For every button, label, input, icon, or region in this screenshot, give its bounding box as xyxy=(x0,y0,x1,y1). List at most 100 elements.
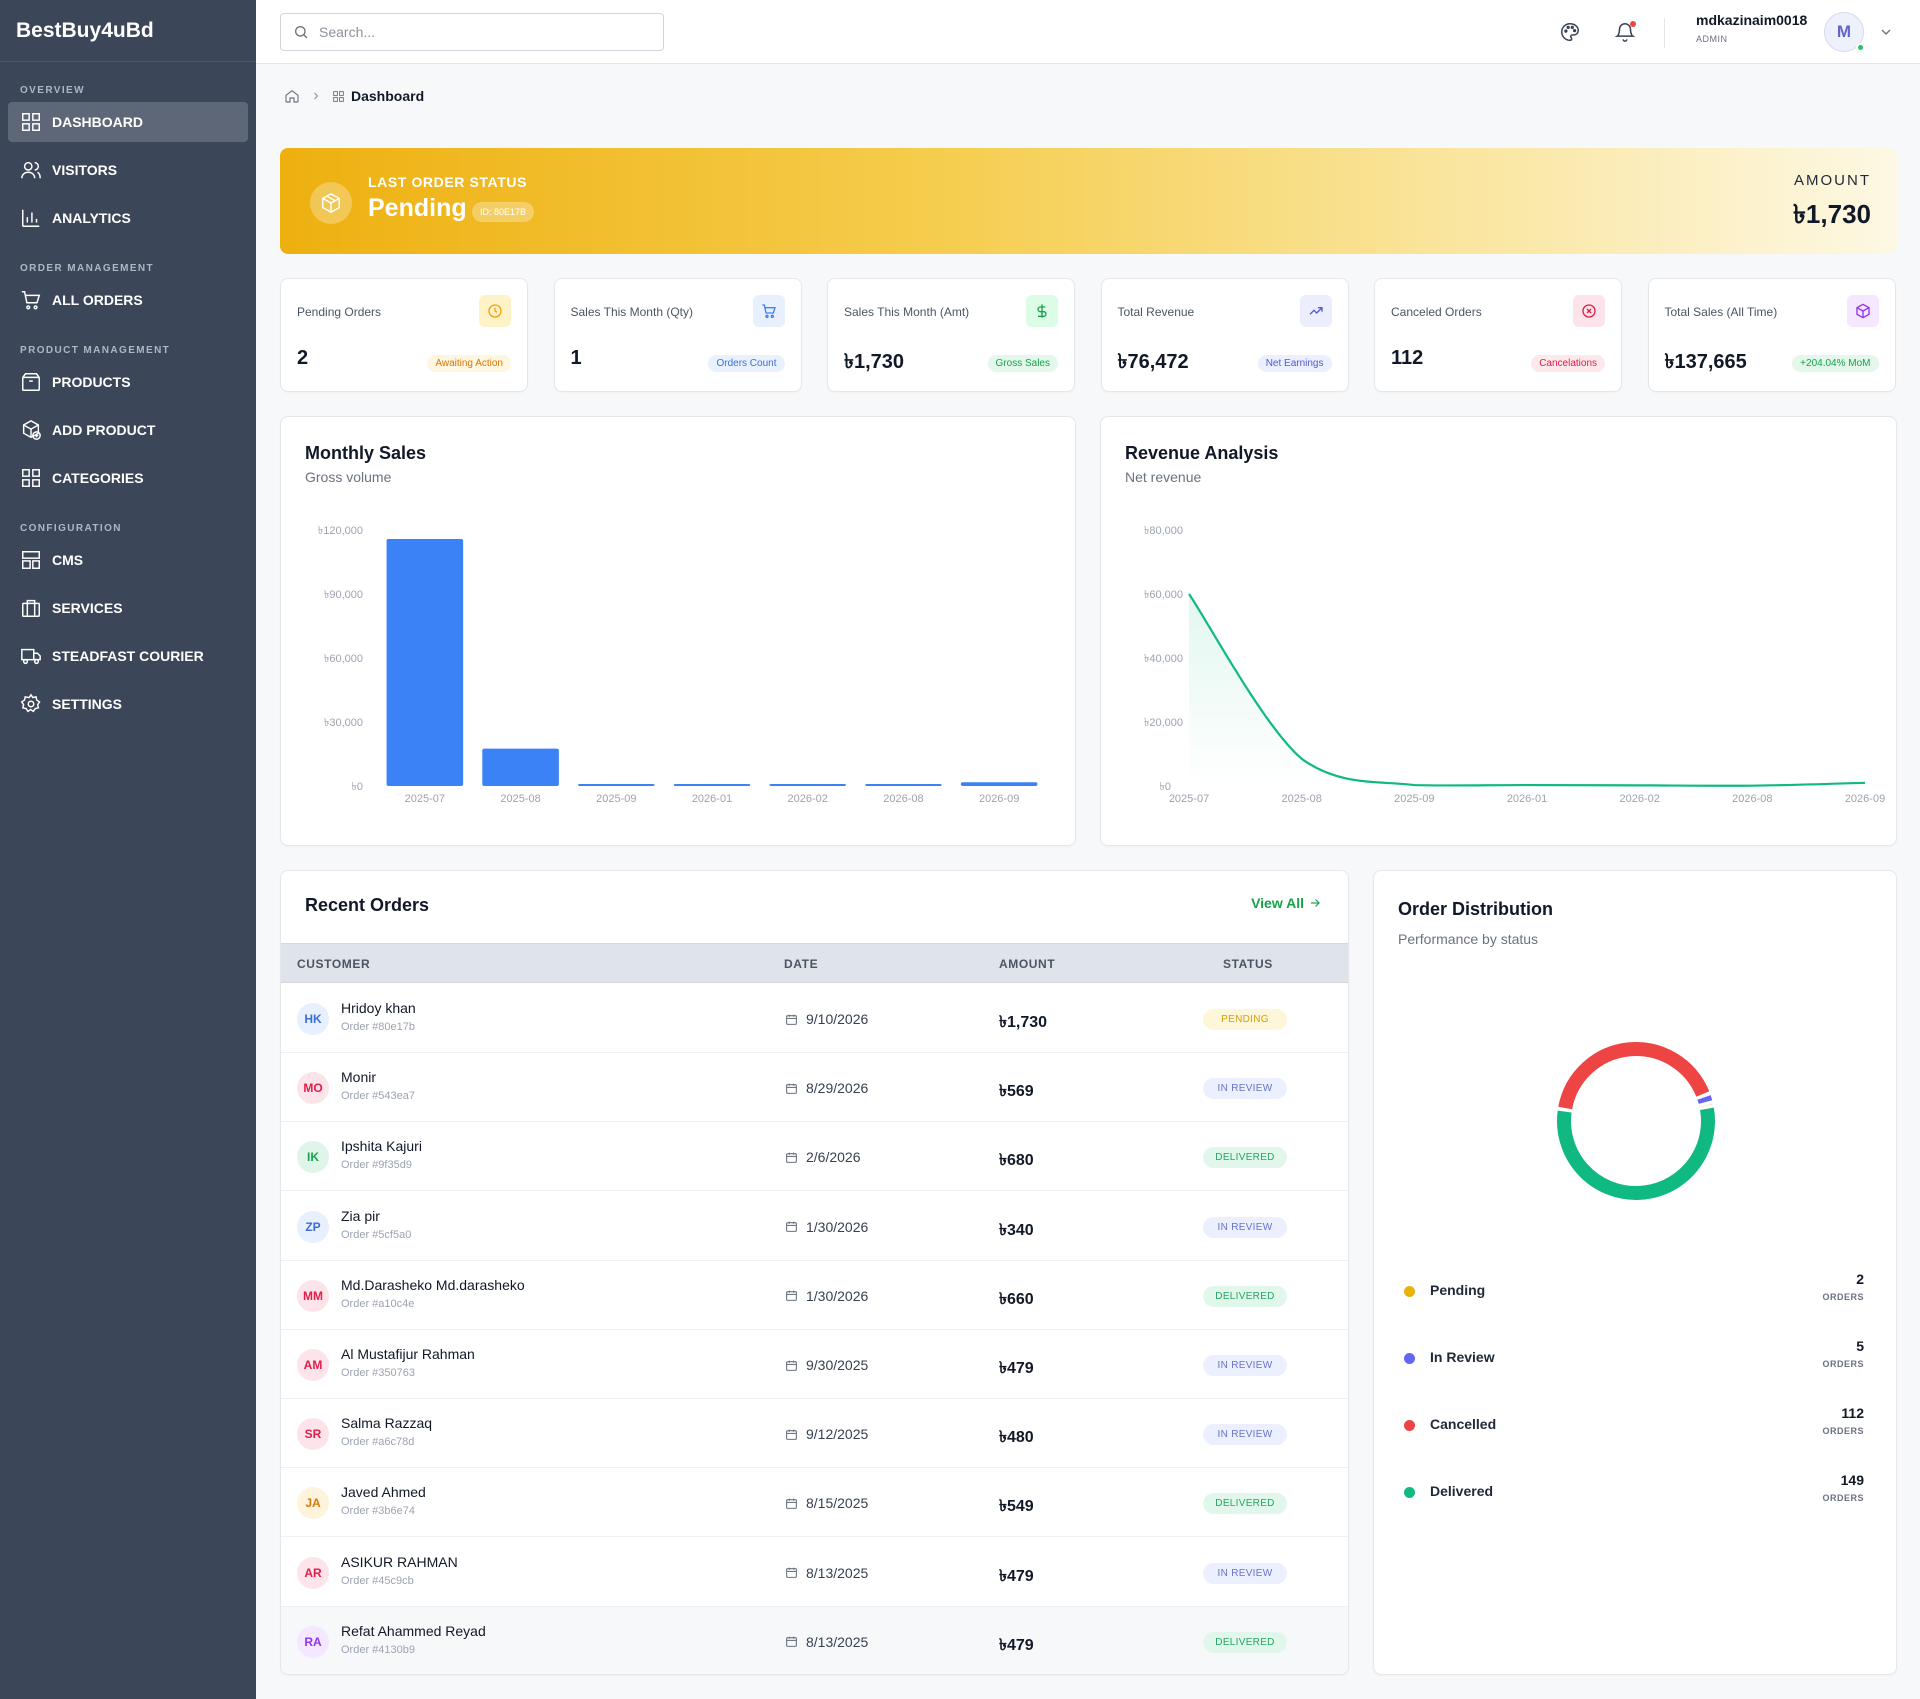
sidebar-item-dashboard[interactable]: DASHBOARD xyxy=(8,102,248,142)
search-input[interactable] xyxy=(319,24,639,40)
table-row[interactable]: SR Salma Razzaq Order #a6c78d 9/12/2025 … xyxy=(281,1399,1348,1469)
customer-name[interactable]: ASIKUR RAHMAN xyxy=(341,1553,458,1570)
legend-item[interactable]: In Review 5 ORDERS xyxy=(1404,1338,1864,1378)
col-status[interactable]: STATUS xyxy=(1223,957,1273,971)
table-row[interactable]: AR ASIKUR RAHMAN Order #45c9cb 8/13/2025… xyxy=(281,1538,1348,1607)
col-date[interactable]: DATE xyxy=(784,957,819,971)
stat-tag: Awaiting Action xyxy=(427,355,511,372)
customer-name[interactable]: Javed Ahmed xyxy=(341,1484,426,1501)
y-tick-label: ৳20,000 xyxy=(1144,717,1183,729)
legend-unit: ORDERS xyxy=(1822,1359,1864,1369)
table-row[interactable]: MO Monir Order #543ea7 8/29/2026 ৳569 IN… xyxy=(281,1053,1348,1123)
legend-dot xyxy=(1404,1353,1415,1364)
sidebar-item-add-product[interactable]: ADD PRODUCT xyxy=(8,410,248,450)
bar[interactable] xyxy=(386,538,464,786)
stat-value: 1 xyxy=(570,347,582,369)
customer-name[interactable]: Md.Darasheko Md.darasheko xyxy=(341,1276,525,1293)
order-amount: ৳340 xyxy=(999,1221,1034,1239)
briefcase-icon xyxy=(22,599,40,617)
user-name[interactable]: mdkazinaim0018 xyxy=(1696,12,1808,28)
stat-tag: Cancelations xyxy=(1531,355,1605,372)
order-amount: ৳549 xyxy=(999,1498,1034,1516)
trending-up-icon xyxy=(1299,295,1332,327)
sidebar-item-all-orders[interactable]: ALL ORDERS xyxy=(8,280,248,320)
order-amount: ৳1,730 xyxy=(999,1014,1048,1031)
legend-item[interactable]: Pending 2 ORDERS xyxy=(1404,1271,1864,1311)
legend-item[interactable]: Delivered 149 ORDERS xyxy=(1404,1472,1864,1512)
customer-avatar: MO xyxy=(297,1072,329,1105)
donut-slice[interactable] xyxy=(1558,1042,1710,1110)
table-row[interactable]: ZP Zia pir Order #5cf5a0 1/30/2026 ৳340 … xyxy=(281,1192,1348,1261)
order-date: 8/29/2026 xyxy=(785,1080,868,1096)
sidebar-item-services[interactable]: SERVICES xyxy=(8,588,248,628)
customer-name[interactable]: Salma Razzaq xyxy=(341,1415,433,1432)
customer-name[interactable]: Zia pir xyxy=(341,1207,380,1224)
donut-slice[interactable] xyxy=(1697,1095,1713,1104)
legend-label: Pending xyxy=(1430,1282,1486,1298)
order-date-text: 1/30/2026 xyxy=(806,1218,869,1235)
bar[interactable] xyxy=(673,784,751,786)
chevron-down-icon[interactable] xyxy=(1878,24,1894,40)
view-all-link[interactable]: View All xyxy=(1251,895,1322,911)
banner-amount-label: AMOUNT xyxy=(1794,172,1871,189)
sidebar-item-visitors[interactable]: VISITORS xyxy=(8,150,248,190)
table-row[interactable]: RA Refat Ahammed Reyad Order #4130b9 8/1… xyxy=(281,1606,1348,1674)
notifications-button[interactable] xyxy=(1611,18,1639,46)
customer-name[interactable]: Refat Ahammed Reyad xyxy=(341,1622,486,1639)
table-row[interactable]: AM Al Mustafijur Rahman Order #350763 9/… xyxy=(281,1330,1348,1399)
legend-item[interactable]: Cancelled 112 ORDERS xyxy=(1404,1405,1864,1445)
bar[interactable] xyxy=(578,784,655,786)
sidebar-item-label: ADD PRODUCT xyxy=(52,422,156,438)
theme-button[interactable] xyxy=(1556,18,1584,46)
table-row[interactable]: IK Ipshita Kajuri Order #9f35d9 2/6/2026… xyxy=(281,1122,1348,1192)
sidebar-item-categories[interactable]: CATEGORIES xyxy=(8,458,248,498)
breadcrumb: Dashboard xyxy=(284,88,424,104)
order-date-text: 9/10/2026 xyxy=(806,1011,869,1027)
stat-card[interactable]: Sales This Month (Amt) ৳1,730 Gross Sale… xyxy=(827,278,1075,392)
bar[interactable] xyxy=(960,782,1038,786)
stat-card[interactable]: Canceled Orders 112 Cancelations xyxy=(1374,278,1622,392)
bar[interactable] xyxy=(865,784,942,786)
revenue-line[interactable] xyxy=(1188,593,1866,787)
online-indicator xyxy=(1856,43,1865,52)
calendar-icon xyxy=(786,1083,797,1094)
order-id: Order #3b6e74 xyxy=(341,1505,415,1518)
sidebar-item-products[interactable]: PRODUCTS xyxy=(8,362,248,402)
table-row[interactable]: JA Javed Ahmed Order #3b6e74 8/15/2025 ৳… xyxy=(281,1468,1348,1538)
y-tick-label: ৳120,000 xyxy=(318,525,363,537)
col-amount[interactable]: AMOUNT xyxy=(999,957,1056,971)
table-row[interactable]: HK Hridoy khan Order #80e17b 9/10/2026 ৳… xyxy=(281,984,1348,1053)
col-customer[interactable]: CUSTOMER xyxy=(297,957,371,971)
order-id: Order #80e17b xyxy=(341,1021,415,1033)
stat-value: ৳137,665 xyxy=(1664,351,1747,373)
stat-card[interactable]: Total Revenue ৳76,472 Net Earnings xyxy=(1100,278,1349,392)
grid-icon xyxy=(22,469,40,487)
stat-card[interactable]: Total Sales (All Time) ৳137,665 +204.04%… xyxy=(1647,278,1896,392)
customer-name[interactable]: Al Mustafijur Rahman xyxy=(341,1346,475,1362)
sidebar-item-settings[interactable]: SETTINGS xyxy=(8,684,248,724)
order-amount: ৳680 xyxy=(999,1152,1034,1170)
legend-count: 112 xyxy=(1841,1405,1864,1421)
brand-logo[interactable]: BestBuy4uBd xyxy=(0,0,256,62)
bar[interactable] xyxy=(482,748,559,786)
customer-name[interactable]: Monir xyxy=(341,1069,377,1086)
customer-name[interactable]: Ipshita Kajuri xyxy=(341,1138,422,1155)
stat-card[interactable]: Pending Orders 2 Awaiting Action xyxy=(280,278,528,392)
sidebar-item-steadfast-courier[interactable]: STEADFAST COURIER xyxy=(8,636,248,676)
stat-tag: Gross Sales xyxy=(987,355,1058,372)
order-date-text: 8/15/2025 xyxy=(806,1495,869,1512)
customer-name[interactable]: Hridoy khan xyxy=(341,1000,416,1016)
avatar[interactable]: M xyxy=(1824,12,1864,52)
sidebar-item-cms[interactable]: CMS xyxy=(8,540,248,580)
status-badge: DELIVERED xyxy=(1203,1285,1287,1307)
donut-slice[interactable] xyxy=(1557,1107,1715,1200)
order-id: Order #a10c4e xyxy=(341,1297,415,1310)
home-icon[interactable] xyxy=(284,88,300,104)
search-box[interactable] xyxy=(280,13,664,51)
table-row[interactable]: MM Md.Darasheko Md.darasheko Order #a10c… xyxy=(281,1261,1348,1330)
stat-card[interactable]: Sales This Month (Qty) 1 Orders Count xyxy=(553,278,802,392)
bar[interactable] xyxy=(769,784,846,786)
sidebar-item-analytics[interactable]: ANALYTICS xyxy=(8,198,248,238)
order-amount: ৳479 xyxy=(999,1567,1034,1585)
last-order-banner[interactable]: LAST ORDER STATUS Pending ID: 80E17B AMO… xyxy=(280,148,1897,254)
